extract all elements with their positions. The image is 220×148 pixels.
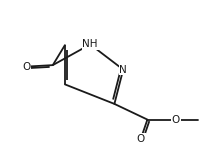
Text: NH: NH (82, 39, 98, 49)
Text: O: O (22, 62, 31, 72)
Text: O: O (172, 115, 180, 125)
Text: O: O (137, 134, 145, 144)
Text: N: N (119, 65, 127, 75)
